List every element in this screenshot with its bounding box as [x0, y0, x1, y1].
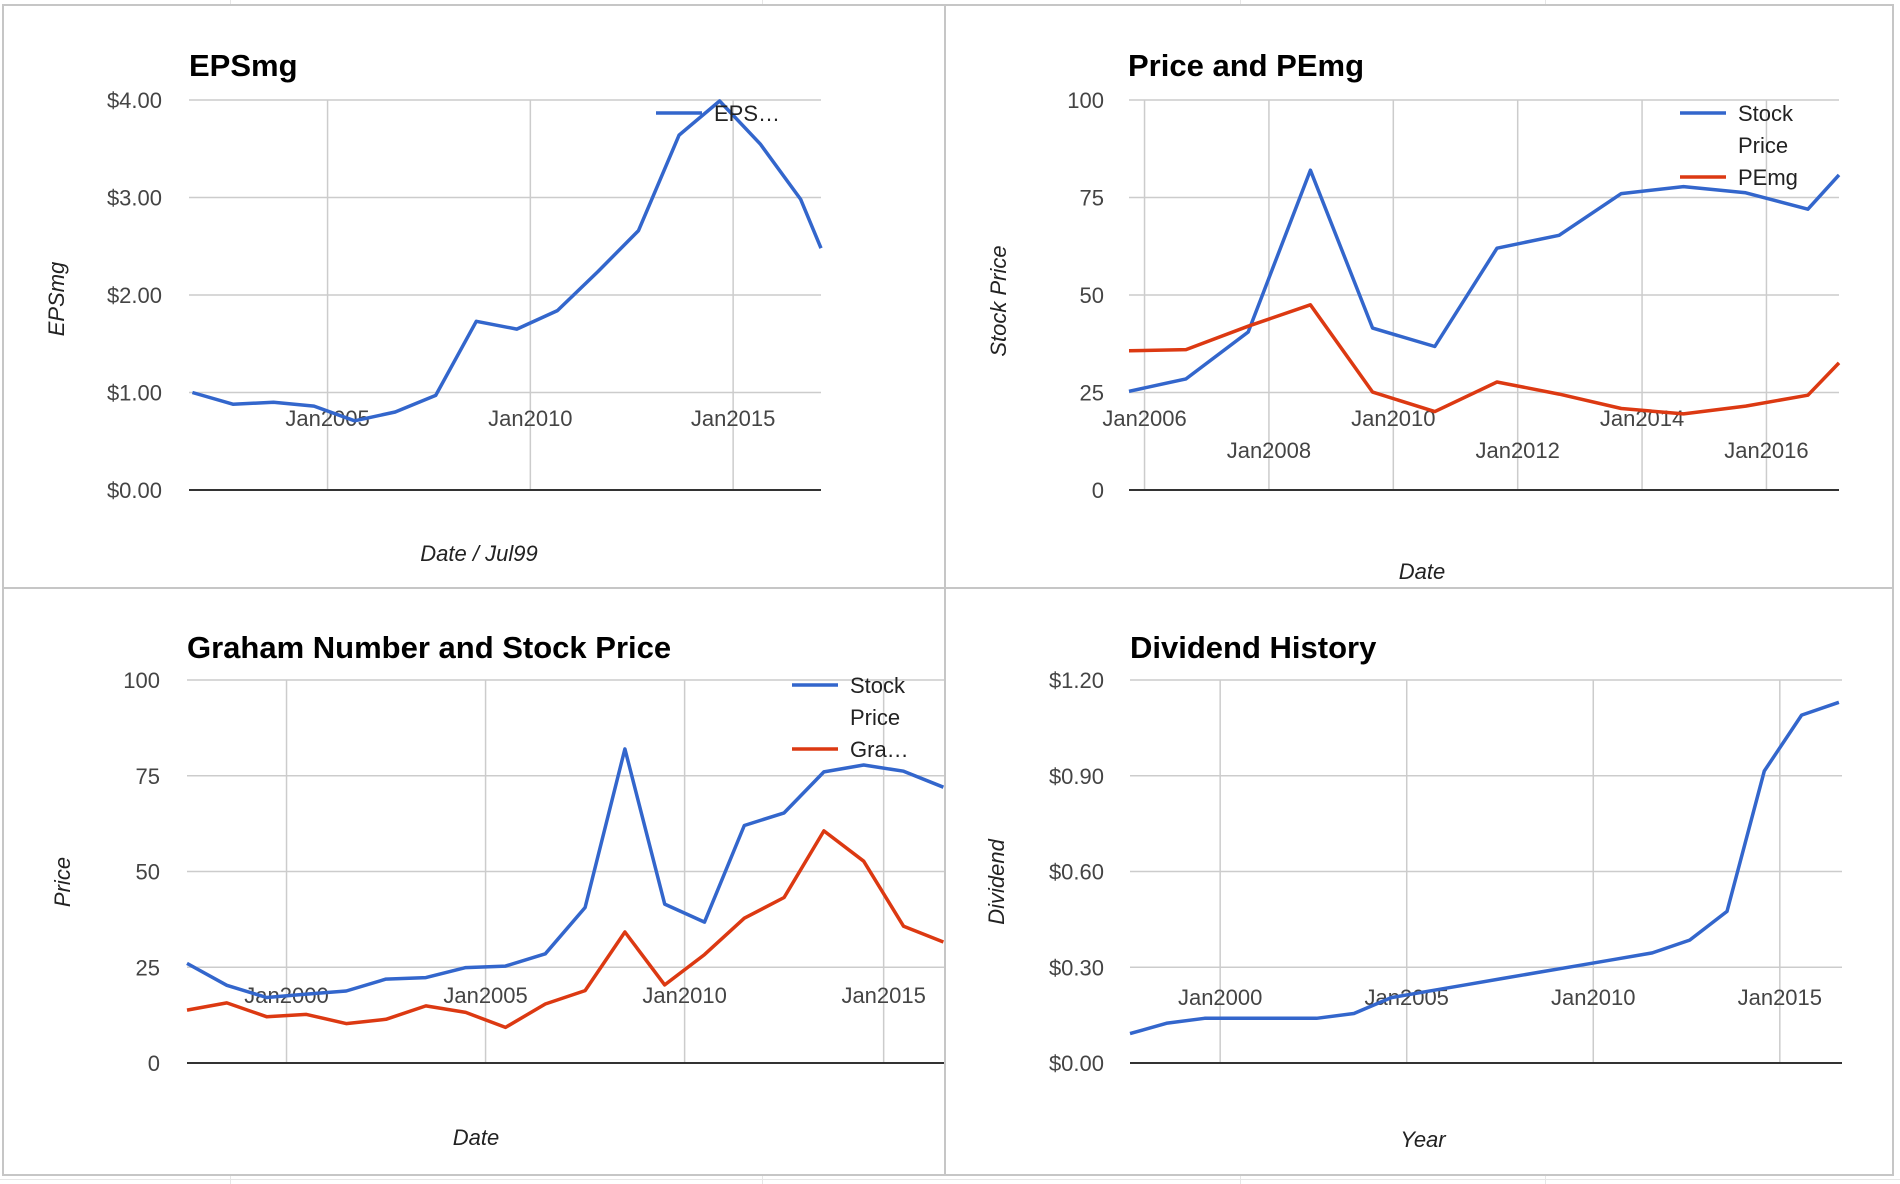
legend-label[interactable]: Gra…: [850, 737, 909, 762]
y-tick-label: 0: [148, 1051, 160, 1076]
x-tick-label: Jan2005: [443, 983, 527, 1008]
y-axis-title: Stock Price: [986, 245, 1011, 356]
series-line-secondary[interactable]: [186, 829, 944, 1030]
y-tick-label: 0: [1092, 478, 1104, 503]
y-tick-label: $0.60: [1049, 860, 1104, 885]
y-axis-title: Price: [50, 857, 75, 907]
x-tick-label: Jan2010: [488, 406, 572, 431]
series-line-primary[interactable]: [1129, 700, 1840, 1036]
x-axis-title: Date: [1399, 559, 1445, 584]
y-tick-label: $2.00: [107, 283, 162, 308]
series-line-primary[interactable]: [1128, 168, 1841, 394]
y-tick-label: 25: [1080, 381, 1104, 406]
x-tick-label: Jan2008: [1227, 438, 1311, 463]
x-tick-label: Jan2016: [1724, 438, 1808, 463]
series-line-primary[interactable]: [191, 99, 823, 423]
y-tick-label: 100: [123, 668, 160, 693]
series-line-secondary[interactable]: [1128, 303, 1841, 416]
legend-label[interactable]: EPS…: [714, 101, 780, 126]
y-tick-label: 100: [1067, 88, 1104, 113]
x-tick-label: Jan2000: [1178, 985, 1262, 1010]
x-tick-label: Jan2006: [1102, 406, 1186, 431]
y-tick-label: $3.00: [107, 186, 162, 211]
x-tick-label: Jan2015: [841, 983, 925, 1008]
x-tick-label: Jan2010: [642, 983, 726, 1008]
x-tick-label: Jan2015: [1738, 985, 1822, 1010]
x-axis-title: Date / Jul99: [420, 541, 537, 566]
y-tick-label: $0.00: [107, 478, 162, 503]
chart-title: Dividend History: [1130, 630, 1377, 665]
series-line-primary[interactable]: [186, 747, 944, 1000]
chart-graham-svg: Graham Number and Stock Price 0 25 50 75 100…: [50, 630, 944, 1150]
y-axis-title: EPSmg: [44, 261, 69, 336]
x-tick-label: Jan2010: [1551, 985, 1635, 1010]
y-tick-label: $1.20: [1049, 668, 1104, 693]
chart-title: Graham Number and Stock Price: [187, 630, 671, 665]
y-tick-label: 25: [136, 955, 160, 980]
chart-price-and-pemg[interactable]: Price and PEmg 0 25 50 75 100 Jan2006 Jan2008 J…: [944, 4, 1894, 589]
y-tick-label: $0.90: [1049, 764, 1104, 789]
legend-label[interactable]: Stock Price: [1738, 101, 1794, 158]
chart-price-and-pemg-svg: Price and PEmg 0 25 50 75 100 Jan2006 Jan2008 J…: [986, 48, 1841, 584]
y-tick-label: $4.00: [107, 88, 162, 113]
y-tick-label: 50: [1080, 283, 1104, 308]
y-tick-label: $1.00: [107, 381, 162, 406]
legend-label[interactable]: PEmg: [1738, 165, 1798, 190]
sheet-gridline: [0, 1179, 1900, 1180]
y-tick-label: $0.00: [1049, 1051, 1104, 1076]
x-tick-label: Jan2010: [1351, 406, 1435, 431]
x-axis-title: Date: [453, 1125, 499, 1150]
chart-dividend-history[interactable]: Dividend History $0.00 $0.30 $0.60 $0.90 $1.…: [944, 587, 1894, 1176]
chart-dividend-history-svg: Dividend History $0.00 $0.30 $0.60 $0.90 $1.…: [984, 630, 1842, 1152]
y-tick-label: 75: [1080, 186, 1104, 211]
y-tick-label: 50: [136, 860, 160, 885]
y-axis-title: Dividend: [984, 838, 1009, 924]
chart-title: Price and PEmg: [1128, 48, 1364, 83]
chart-graham-number-and-stock-price[interactable]: Graham Number and Stock Price 0 25 50 75 100…: [2, 587, 946, 1176]
x-tick-label: Jan2015: [691, 406, 775, 431]
x-axis-title: Year: [1400, 1127, 1447, 1152]
x-tick-label: Jan2012: [1475, 438, 1559, 463]
legend-label[interactable]: Stock Price: [850, 673, 906, 730]
y-tick-label: $0.30: [1049, 955, 1104, 980]
chart-title: EPSmg: [189, 48, 298, 83]
y-tick-label: 75: [136, 764, 160, 789]
chart-epsmg[interactable]: EPSmg $0.00 $1.00 $2.00 $3.00 $4.00 Jan2005 Ja…: [2, 4, 946, 589]
